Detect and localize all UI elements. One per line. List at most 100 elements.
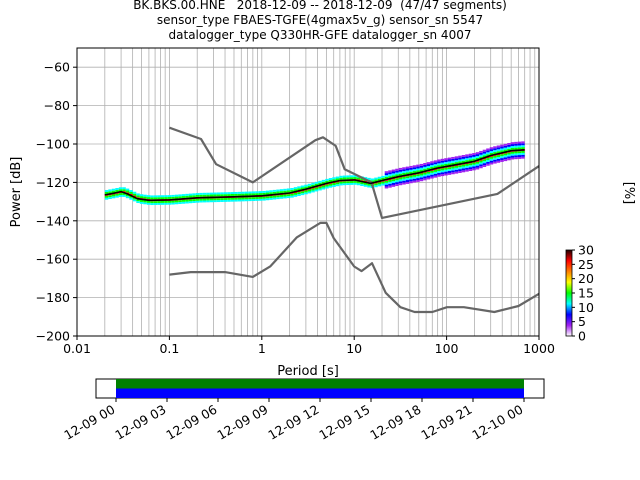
heatmap-cell	[388, 185, 392, 188]
y-tick-label: −60	[44, 60, 70, 75]
heatmap-cell	[493, 157, 497, 160]
heatmap-cell	[493, 161, 497, 164]
heatmap-cell	[199, 192, 203, 195]
heatmap-cell	[503, 153, 508, 156]
heatmap-cell	[377, 178, 382, 181]
heatmap-cell	[328, 179, 333, 182]
heatmap-cell	[339, 183, 343, 186]
heatmap-cell	[157, 197, 161, 200]
heatmap-cell	[363, 182, 368, 185]
heatmap-cell	[381, 177, 385, 180]
heatmap-cell	[521, 152, 525, 155]
heatmap-cell	[405, 168, 410, 171]
heatmap-cell	[440, 174, 445, 177]
heatmap-cell	[290, 193, 294, 196]
heatmap-cell	[115, 188, 119, 190]
heatmap-cell	[503, 155, 508, 158]
heatmap-cell	[216, 200, 221, 203]
heatmap-cell	[412, 178, 417, 181]
heatmap-cell	[353, 180, 357, 183]
heatmap-cell	[178, 200, 182, 203]
heatmap-cell	[419, 177, 424, 180]
heatmap-cell	[381, 175, 385, 178]
heatmap-cell	[332, 183, 336, 185]
heatmap-cell	[146, 202, 151, 205]
heatmap-cell	[146, 195, 151, 198]
heatmap-cell	[486, 150, 490, 153]
heatmap-cell	[244, 191, 249, 194]
heatmap-cell	[150, 203, 154, 206]
heatmap-cell	[332, 184, 336, 187]
heatmap-cell	[251, 199, 256, 201]
heatmap-cell	[409, 169, 413, 172]
heatmap-cell	[339, 181, 343, 184]
heatmap-cell	[248, 191, 252, 194]
heatmap-cell	[293, 194, 298, 197]
heatmap-cell	[104, 192, 109, 194]
heatmap-cell	[234, 193, 238, 196]
heatmap-cell	[458, 155, 462, 158]
heatmap-cell	[174, 200, 179, 203]
heatmap-cell	[160, 195, 165, 198]
heatmap-cell	[472, 168, 476, 171]
heatmap-cell	[297, 188, 301, 191]
heatmap-cell	[507, 143, 511, 145]
heatmap-cell	[440, 170, 445, 173]
heatmap-cell	[129, 190, 133, 193]
heatmap-cell	[444, 173, 448, 176]
colorbar-label: [%]	[621, 182, 636, 205]
heatmap-cell	[416, 176, 420, 179]
heatmap-cell	[402, 176, 406, 179]
heatmap-cell	[122, 194, 126, 197]
heatmap-cell	[402, 178, 406, 181]
heatmap-cell	[437, 174, 441, 177]
heatmap-cell	[339, 175, 343, 178]
heatmap-cell	[167, 200, 172, 203]
heatmap-cell	[409, 175, 413, 178]
heatmap-cell	[188, 195, 193, 198]
heatmap-cell	[395, 180, 399, 183]
heatmap-cell	[213, 198, 217, 201]
x-tick-label: 100	[435, 341, 459, 356]
heatmap-cell	[426, 164, 431, 166]
heatmap-cell	[139, 201, 144, 204]
heatmap-cell	[447, 157, 452, 160]
heatmap-cell	[202, 194, 207, 197]
heatmap-cell	[314, 187, 319, 190]
heatmap-cell	[244, 193, 249, 196]
colorbar-tick-label: 5	[578, 314, 586, 329]
heatmap-cell	[293, 192, 298, 195]
heatmap-cell	[416, 180, 420, 182]
heatmap-cell	[444, 169, 448, 172]
heatmap-cell	[468, 163, 473, 166]
heatmap-cell	[496, 155, 501, 157]
heatmap-cell	[500, 148, 504, 151]
heatmap-cell	[286, 196, 291, 199]
heatmap-cell	[318, 182, 322, 185]
heatmap-cell	[500, 154, 504, 157]
heatmap-cell	[451, 158, 455, 161]
heatmap-cell	[496, 147, 501, 150]
heatmap-cell	[363, 184, 368, 187]
heatmap-cell	[412, 169, 417, 172]
heatmap-cell	[199, 194, 203, 197]
heatmap-cell	[405, 166, 410, 169]
heatmap-cell	[500, 146, 504, 149]
heatmap-cell	[339, 177, 343, 180]
heatmap-cell	[482, 163, 487, 166]
heatmap-cell	[496, 160, 501, 163]
heatmap-cell	[283, 190, 287, 193]
heatmap-cell	[493, 152, 497, 154]
heatmap-cell	[356, 183, 361, 186]
heatmap-cell	[265, 198, 270, 201]
heatmap-cell	[346, 181, 350, 184]
heatmap-cell	[440, 158, 445, 161]
heatmap-cell	[482, 155, 487, 158]
heatmap-cell	[129, 192, 133, 194]
heatmap-cell	[237, 193, 242, 196]
heatmap-cell	[479, 154, 483, 157]
heatmap-cell	[388, 174, 392, 177]
heatmap-cell	[374, 179, 378, 182]
heatmap-cell	[388, 179, 392, 182]
heatmap-cell	[426, 162, 431, 165]
